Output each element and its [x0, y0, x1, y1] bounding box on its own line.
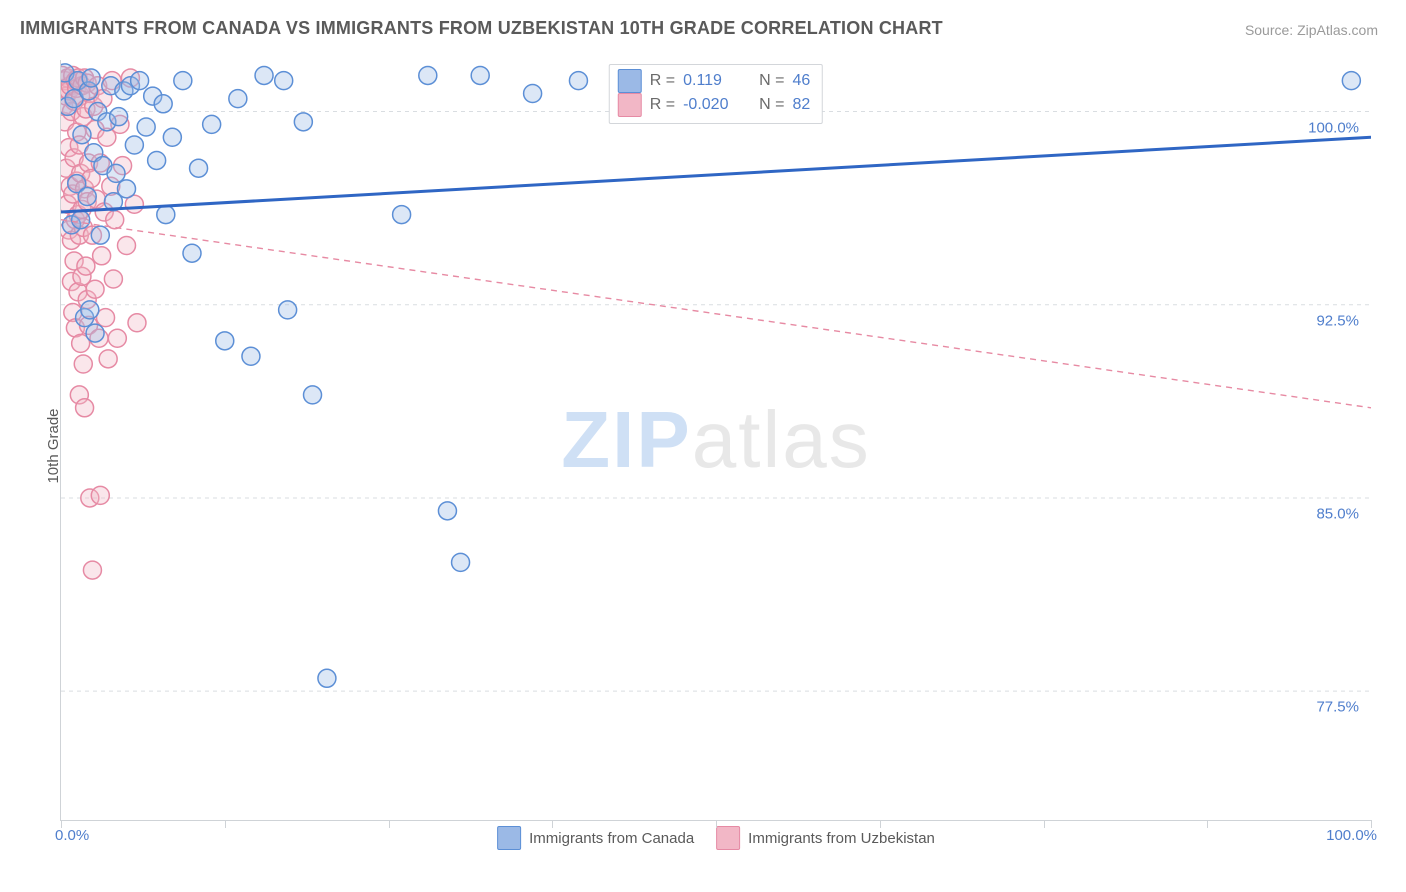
source-attribution: Source: ZipAtlas.com: [1245, 22, 1378, 38]
swatch-uzbekistan: [618, 93, 642, 117]
stats-legend: R = 0.119 N = 46 R = -0.020 N = 82: [609, 64, 823, 124]
n-value-uzbekistan: 82: [792, 93, 810, 117]
x-tick-mark: [389, 820, 390, 828]
r-label: R =: [650, 93, 675, 117]
source-prefix: Source:: [1245, 22, 1297, 38]
r-label: R =: [650, 69, 675, 93]
series-legend: Immigrants from Canada Immigrants from U…: [497, 826, 935, 850]
x-max-label: 100.0%: [1326, 827, 1377, 844]
x-tick-mark: [61, 820, 62, 828]
r-value-uzbekistan: -0.020: [683, 93, 745, 117]
chart-svg: [61, 60, 1371, 820]
x-tick-mark: [225, 820, 226, 828]
n-label: N =: [759, 93, 784, 117]
x-tick-mark: [552, 820, 553, 828]
x-tick-mark: [1371, 820, 1372, 828]
n-value-canada: 46: [792, 69, 810, 93]
stats-row-uzbekistan: R = -0.020 N = 82: [618, 93, 810, 117]
x-min-label: 0.0%: [55, 827, 89, 844]
x-tick-mark: [1044, 820, 1045, 828]
stats-row-canada: R = 0.119 N = 46: [618, 69, 810, 93]
x-tick-mark: [880, 820, 881, 828]
legend-item-uzbekistan: Immigrants from Uzbekistan: [716, 826, 935, 850]
x-tick-mark: [1207, 820, 1208, 828]
swatch-uzbekistan-icon: [716, 826, 740, 850]
plot-area: ZIPatlas R = 0.119 N = 46 R = -0.020 N =…: [60, 60, 1371, 821]
chart-title: IMMIGRANTS FROM CANADA VS IMMIGRANTS FRO…: [20, 18, 943, 39]
x-tick-mark: [716, 820, 717, 828]
r-value-canada: 0.119: [683, 69, 745, 93]
legend-label-canada: Immigrants from Canada: [529, 830, 694, 847]
n-label: N =: [759, 69, 784, 93]
swatch-canada-icon: [497, 826, 521, 850]
legend-item-canada: Immigrants from Canada: [497, 826, 694, 850]
legend-label-uzbekistan: Immigrants from Uzbekistan: [748, 830, 935, 847]
source-name: ZipAtlas.com: [1297, 22, 1378, 38]
swatch-canada: [618, 69, 642, 93]
